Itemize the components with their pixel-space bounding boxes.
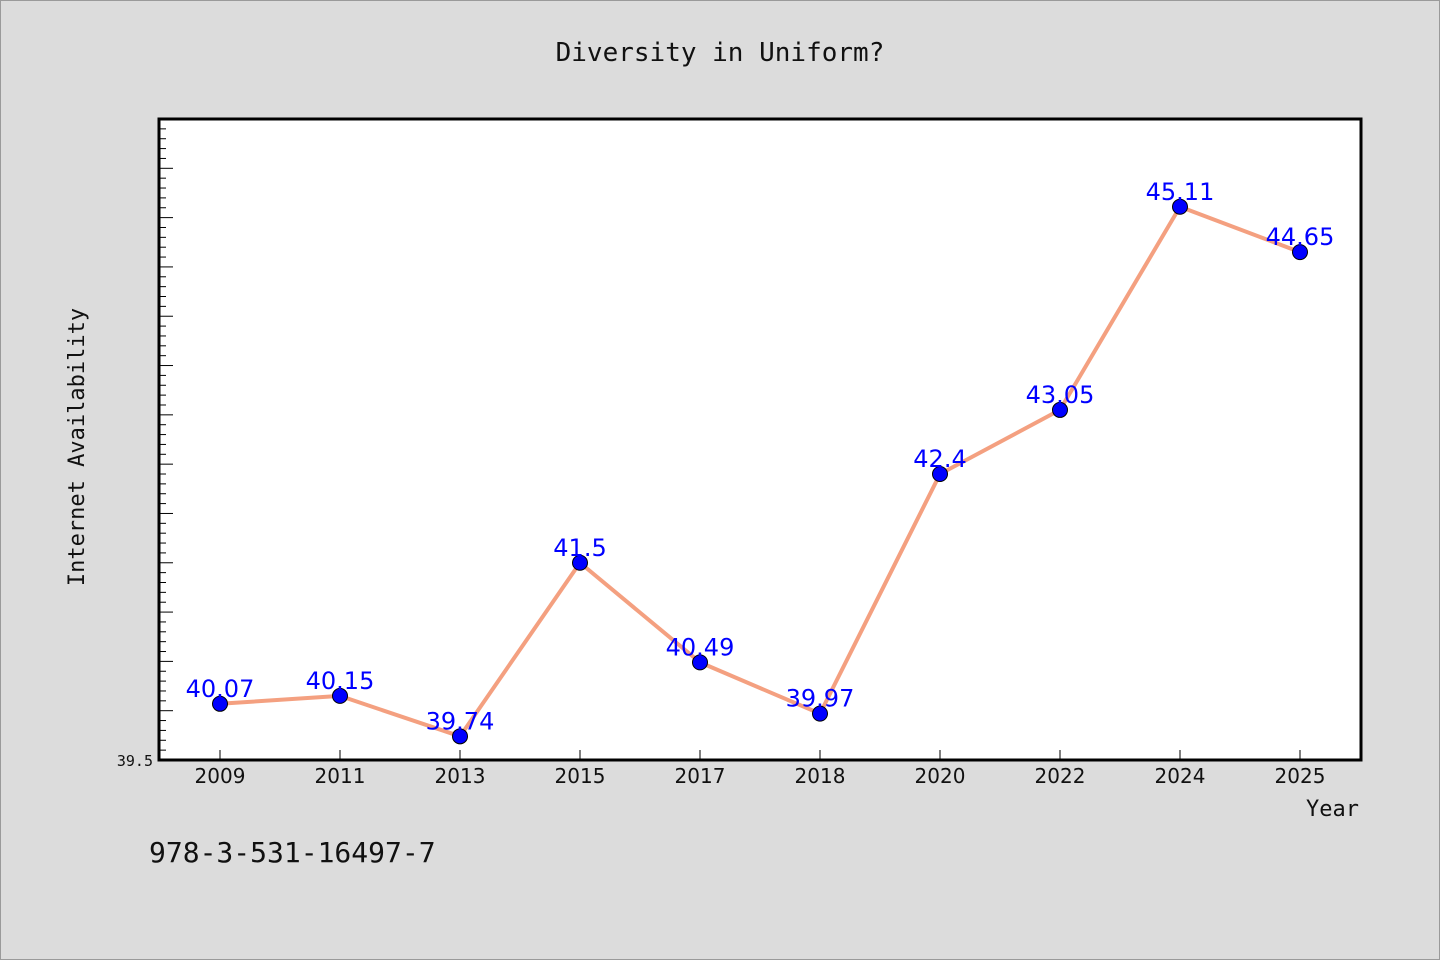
data-point-2015 <box>572 554 588 571</box>
chart-title: Diversity in Uniform? <box>556 38 885 68</box>
data-label-2017: 40.49 <box>666 633 735 661</box>
data-label-2020: 42.4 <box>913 445 966 473</box>
x-tick-label: 2017 <box>675 764 726 788</box>
y-axis-label: Internet Availability <box>65 308 90 586</box>
data-point-2017 <box>692 654 708 671</box>
x-tick-label: 2015 <box>555 764 606 788</box>
x-tick-label: 2020 <box>915 764 966 788</box>
data-point-2011 <box>332 687 348 704</box>
data-point-2013 <box>452 728 468 745</box>
x-axis-label: Year <box>1306 797 1359 822</box>
x-tick-label: 2011 <box>315 764 366 788</box>
y-axis-ticks: 39.5 <box>117 118 173 770</box>
data-label-2009: 40.07 <box>186 675 255 703</box>
isbn-text: 978-3-531-16497-7 <box>149 836 436 869</box>
series-layer: 40.07 40.15 39.74 41.5 40.49 39.97 42.4 43.05 45… <box>186 178 1335 745</box>
y-tick-label: 39.5 <box>117 752 153 770</box>
x-tick-label: 2013 <box>435 764 486 788</box>
x-tick-label: 2025 <box>1275 764 1326 788</box>
data-label-2018: 39.97 <box>786 685 855 713</box>
data-point-2022 <box>1052 401 1068 418</box>
data-point-2024 <box>1172 198 1188 215</box>
data-point-2009 <box>212 695 228 712</box>
data-label-2024: 45.11 <box>1146 178 1215 206</box>
data-label-2025: 44.65 <box>1266 223 1335 251</box>
data-label-2013: 39.74 <box>426 707 495 735</box>
x-axis-ticks: 2009 2011 2013 2015 2017 2018 2020 2022 2024 2025 <box>195 750 1326 788</box>
x-tick-label: 2009 <box>195 764 246 788</box>
data-label-2022: 43.05 <box>1026 381 1095 409</box>
plot-area <box>157 117 1363 762</box>
x-tick-label: 2022 <box>1035 764 1086 788</box>
data-point-2025 <box>1292 244 1308 261</box>
data-label-2015: 41.5 <box>553 534 606 562</box>
x-tick-label: 2018 <box>795 764 846 788</box>
series-line <box>218 204 1302 739</box>
data-point-2020 <box>932 466 948 483</box>
data-point-2018 <box>812 705 828 722</box>
data-label-2011: 40.15 <box>306 667 375 695</box>
x-tick-label: 2024 <box>1155 764 1206 788</box>
